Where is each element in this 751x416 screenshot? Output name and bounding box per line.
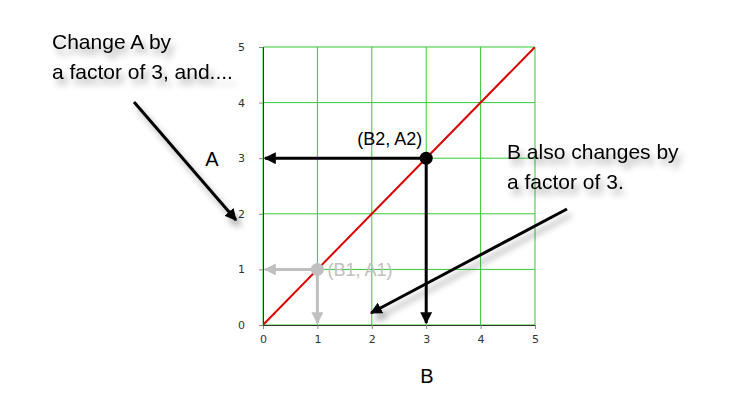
tick-label: 2 [238,208,245,221]
tick-mark [259,47,263,48]
tick-mark [535,325,536,329]
tick: 2 [238,208,263,221]
grid-line-x [371,47,372,325]
annotation-arrow [371,209,567,313]
grid-line-y [263,213,535,214]
tick-mark [372,325,373,329]
tick-label: 1 [238,263,245,276]
grid-line-x [317,47,318,325]
grid-line-y [263,269,535,270]
annotation-arrow [134,102,236,220]
arrow-to-y-axis [265,157,426,160]
tick-mark [259,103,263,104]
grid-line-x [480,47,481,325]
annotation-arrows [134,102,567,313]
tick: 5 [532,325,539,346]
tick-mark [317,325,318,329]
annotation-line: a factor of 3. [507,170,624,193]
grid [263,47,535,325]
tick: 0 [260,325,267,346]
tick-mark [426,325,427,329]
tick-label: 1 [314,333,321,346]
axis-line [259,48,264,326]
grid-line-y [263,158,535,159]
tick-mark [259,325,263,326]
tick-mark [481,325,482,329]
tick-mark [259,214,263,215]
tick-label: 4 [478,333,485,346]
tick-mark [259,158,263,159]
tick-label: 5 [238,41,245,54]
arrow-to-x-axis [316,269,319,323]
tick: 1 [314,325,321,346]
annotation-line: Change A by [52,30,172,53]
axis-line [264,326,536,330]
tick-label: 3 [423,333,430,346]
plot-area [263,47,535,325]
tick-label: 3 [238,152,245,165]
annotation: Change A by a factor of 3, and.... [52,30,233,83]
annotation-line: B also changes by [507,140,679,163]
y-axis: 0 1 2 3 4 5 [238,41,264,332]
point [420,152,433,165]
annotation-line: a factor of 3, and.... [52,60,233,83]
tick: 2 [369,325,376,346]
x-axis-title: B [420,365,433,387]
tick-label: 4 [238,97,245,110]
tick-label: 5 [532,333,539,346]
point-label: (B2, A2) [357,129,422,149]
tick-label: 2 [369,333,376,346]
grid-line-y [263,102,535,103]
chart: 0 1 2 3 4 5 0 1 2 3 4 5 A B (B1, A1) (B2, A2) Change A b… [0,0,751,416]
tick: 0 [238,319,263,332]
arrow-to-x-axis [425,158,428,323]
point [311,263,324,276]
tick: 3 [423,325,430,346]
y-axis-title: A [205,148,219,170]
x-axis: 0 1 2 3 4 5 [260,325,539,346]
arrow-to-y-axis [265,268,317,271]
tick: 1 [238,263,263,276]
tick: 4 [238,97,263,110]
tick: 5 [238,41,263,54]
line [263,47,535,325]
annotation: B also changes by a factor of 3. [507,140,679,193]
tick-label: 0 [238,319,245,332]
tick: 3 [238,152,263,165]
tick-mark [259,269,263,270]
tick: 4 [478,325,485,346]
point-label: (B1, A1) [327,260,392,280]
tick-label: 0 [260,333,267,346]
grid-line-y [263,47,535,48]
